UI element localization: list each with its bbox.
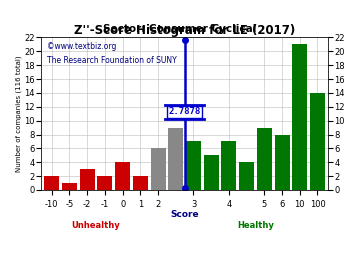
Bar (221, 141, 237, 190)
Bar (257, 128, 272, 190)
Bar (204, 155, 219, 190)
Title: Z''-Score Histogram for LE (2017): Z''-Score Histogram for LE (2017) (74, 25, 295, 38)
Bar (62, 183, 77, 190)
Bar (186, 141, 201, 190)
Y-axis label: Number of companies (116 total): Number of companies (116 total) (15, 55, 22, 172)
Text: Sector: Consumer Cyclical: Sector: Consumer Cyclical (103, 24, 257, 34)
Bar (115, 162, 130, 190)
Text: The Research Foundation of SUNY: The Research Foundation of SUNY (47, 56, 177, 65)
Bar (168, 128, 183, 190)
X-axis label: Score: Score (170, 210, 199, 219)
Text: Healthy: Healthy (237, 221, 274, 230)
Bar (310, 93, 325, 190)
Bar (133, 176, 148, 190)
Bar (98, 176, 112, 190)
Bar (44, 176, 59, 190)
Text: ©www.textbiz.org: ©www.textbiz.org (47, 42, 116, 51)
Bar (239, 162, 254, 190)
Bar (292, 44, 307, 190)
Text: Unhealthy: Unhealthy (72, 221, 121, 230)
Bar (275, 134, 289, 190)
Text: 2.7878: 2.7878 (168, 107, 201, 116)
Bar (80, 169, 95, 190)
Bar (150, 148, 166, 190)
